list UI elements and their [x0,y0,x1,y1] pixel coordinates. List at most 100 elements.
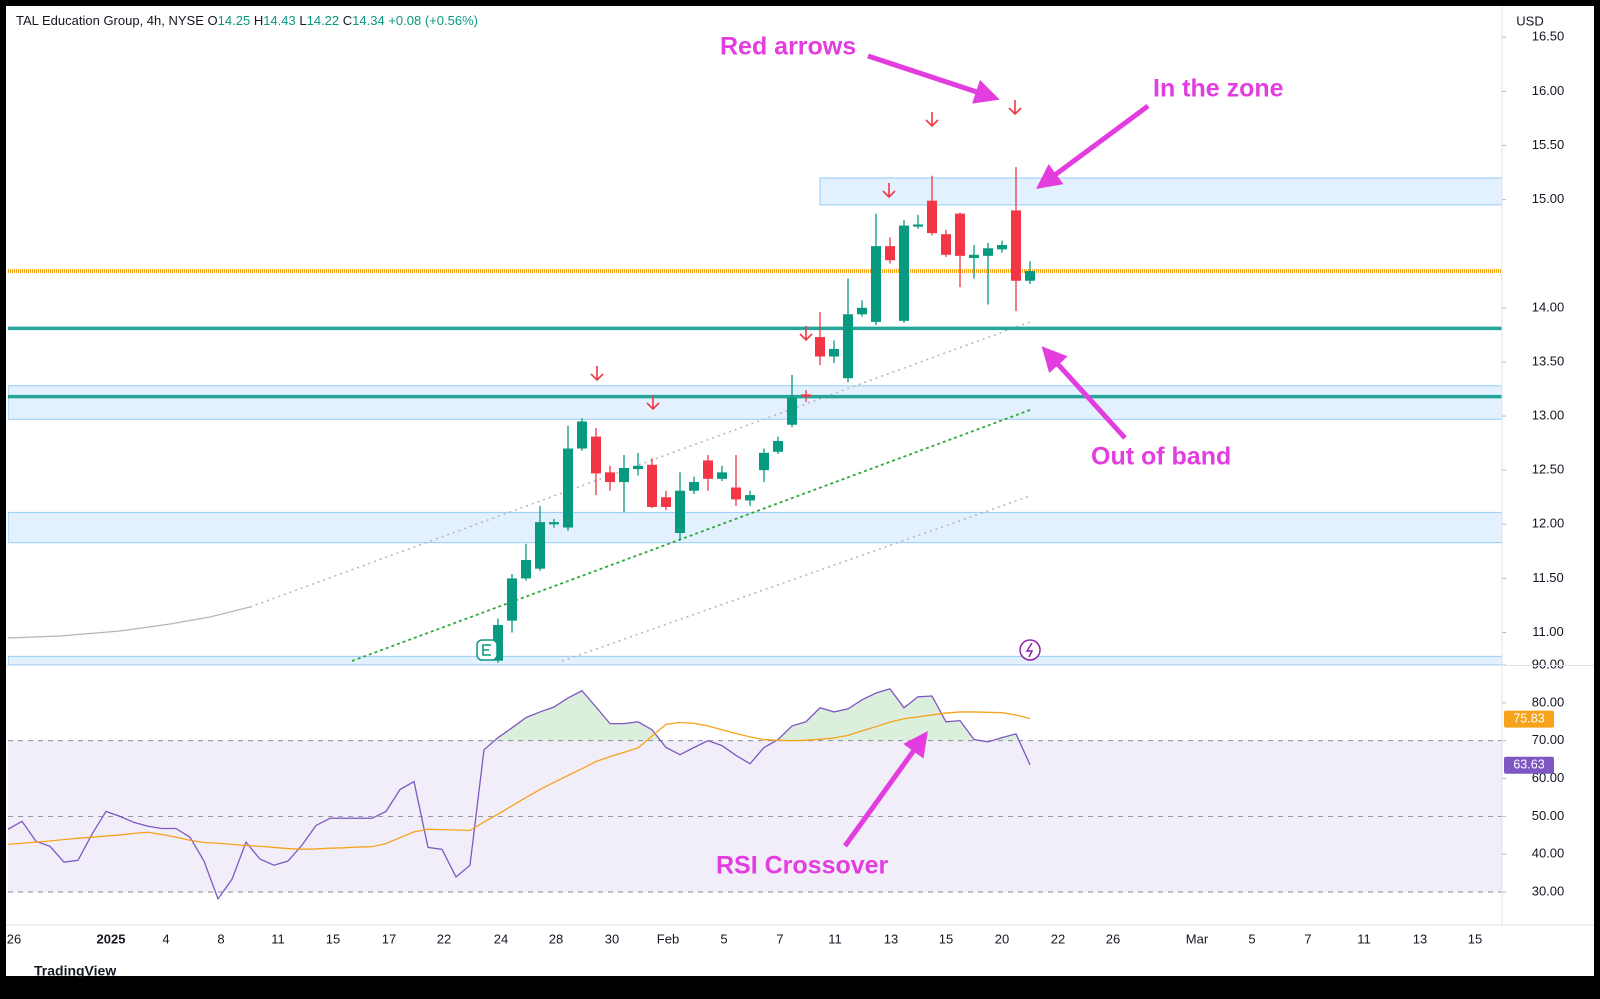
signal-arrow [882,183,896,199]
annotation-arrow [842,730,928,848]
candle-body [703,460,713,479]
x-tick-label: 26 [7,931,21,946]
x-tick-label: 7 [1304,931,1311,946]
y-tick-label: 13.50 [1532,353,1565,368]
ohlc-value: 14.25 [218,13,251,28]
x-tick-label: 11 [1357,931,1371,946]
rsi-line [8,688,1031,901]
candle-body [521,560,531,579]
channel-upper [249,321,1031,608]
x-tick-label: 17 [382,931,396,946]
candle-body [829,348,839,357]
y-tick-label: 12.50 [1532,462,1565,477]
x-tick-label: 22 [437,931,451,946]
moving-average [8,606,251,639]
candle-body [843,314,853,379]
ohlc-value: 14.22 [307,13,340,28]
candle-body [675,490,685,533]
x-tick-label: 28 [549,931,563,946]
candle-body [591,436,601,474]
price-tag: 63.63 [1513,758,1544,772]
candle-body [927,200,937,234]
price-tag-bg [1504,710,1554,728]
x-tick-label: Mar [1186,931,1209,946]
candle-body [563,448,573,528]
ohlc-key: L [299,13,306,28]
price-tag-bg [1504,756,1554,774]
annotation-arrow [1041,346,1127,440]
x-tick-label: 13 [1413,931,1427,946]
y-tick-label: 11.50 [1532,570,1564,585]
signal-arrow [1008,100,1022,116]
candle-body [507,578,517,621]
x-tick-label: 2025 [97,931,126,946]
x-tick-label: 4 [162,931,169,946]
y-tick-label: 30.00 [1532,884,1565,899]
candle-body [899,225,909,321]
candle-body [969,254,979,259]
candle-body [535,522,545,569]
candle-body [997,245,1007,250]
candle-body [787,397,797,425]
price-tag: 75.83 [1513,711,1544,725]
chart-background [6,6,1594,976]
x-tick-label: 15 [326,931,340,946]
y-tick-label: 16.00 [1532,83,1565,98]
candle-body [605,472,615,483]
symbol: TAL Education Group, 4h, NYSE [16,13,204,28]
signal-arrow [799,326,813,342]
y-tick-label: 11.00 [1532,624,1564,639]
x-tick-label: 20 [995,931,1009,946]
x-tick-label: 30 [605,931,619,946]
zone [8,655,1502,665]
candle-body [549,522,559,525]
y-tick-label: 14.00 [1532,299,1565,314]
y-tick-label: 15.00 [1532,191,1565,206]
signal-arrow [590,366,604,382]
signal-arrow [646,395,660,411]
candle-body [577,421,587,449]
candle-body [1011,210,1021,281]
annotation-arrows [842,53,1150,848]
candle-body [633,465,643,470]
candle-body [1025,271,1035,281]
trend-line [351,409,1031,662]
candle-body [857,307,867,315]
annotation: RSI Crossover [716,852,889,880]
x-tick-label: 22 [1051,931,1065,946]
zone [8,385,1502,420]
x-tick-label: 24 [494,931,508,946]
ohlc-key: H [254,13,263,28]
annotation: In the zone [1153,75,1284,103]
earnings-marker [476,639,498,661]
bottom-border [6,976,1594,999]
candle-body [731,487,741,500]
candle-body [493,624,503,661]
candle-body [885,246,895,261]
y-tick-label: 40.00 [1532,846,1565,861]
header: TAL Education Group, 4h, NYSE O14.25 H14… [16,13,478,28]
y-tick-label: 80.00 [1532,694,1565,709]
candle-body [661,497,671,507]
candle-body [773,440,783,452]
annotation-arrow [1035,103,1150,189]
watermark: TradingView [34,963,116,979]
candle-body [983,248,993,256]
rsi-line [8,711,1031,850]
x-tick-label: 13 [884,931,898,946]
x-tick-label: 26 [1106,931,1120,946]
candle-body [759,452,769,471]
y-tick-label: 70.00 [1532,732,1565,747]
ohlc-value: 14.43 [263,13,296,28]
candle-body [815,337,825,357]
x-tick-label: 15 [939,931,953,946]
y-tick-label: 50.00 [1532,808,1565,823]
currency: USD [1516,13,1543,28]
zone [819,177,1502,206]
candle-body [619,468,629,483]
event-marker [1019,639,1041,661]
zone [8,511,1502,544]
ohlc-key: C [343,13,352,28]
signal-arrow [925,112,939,128]
